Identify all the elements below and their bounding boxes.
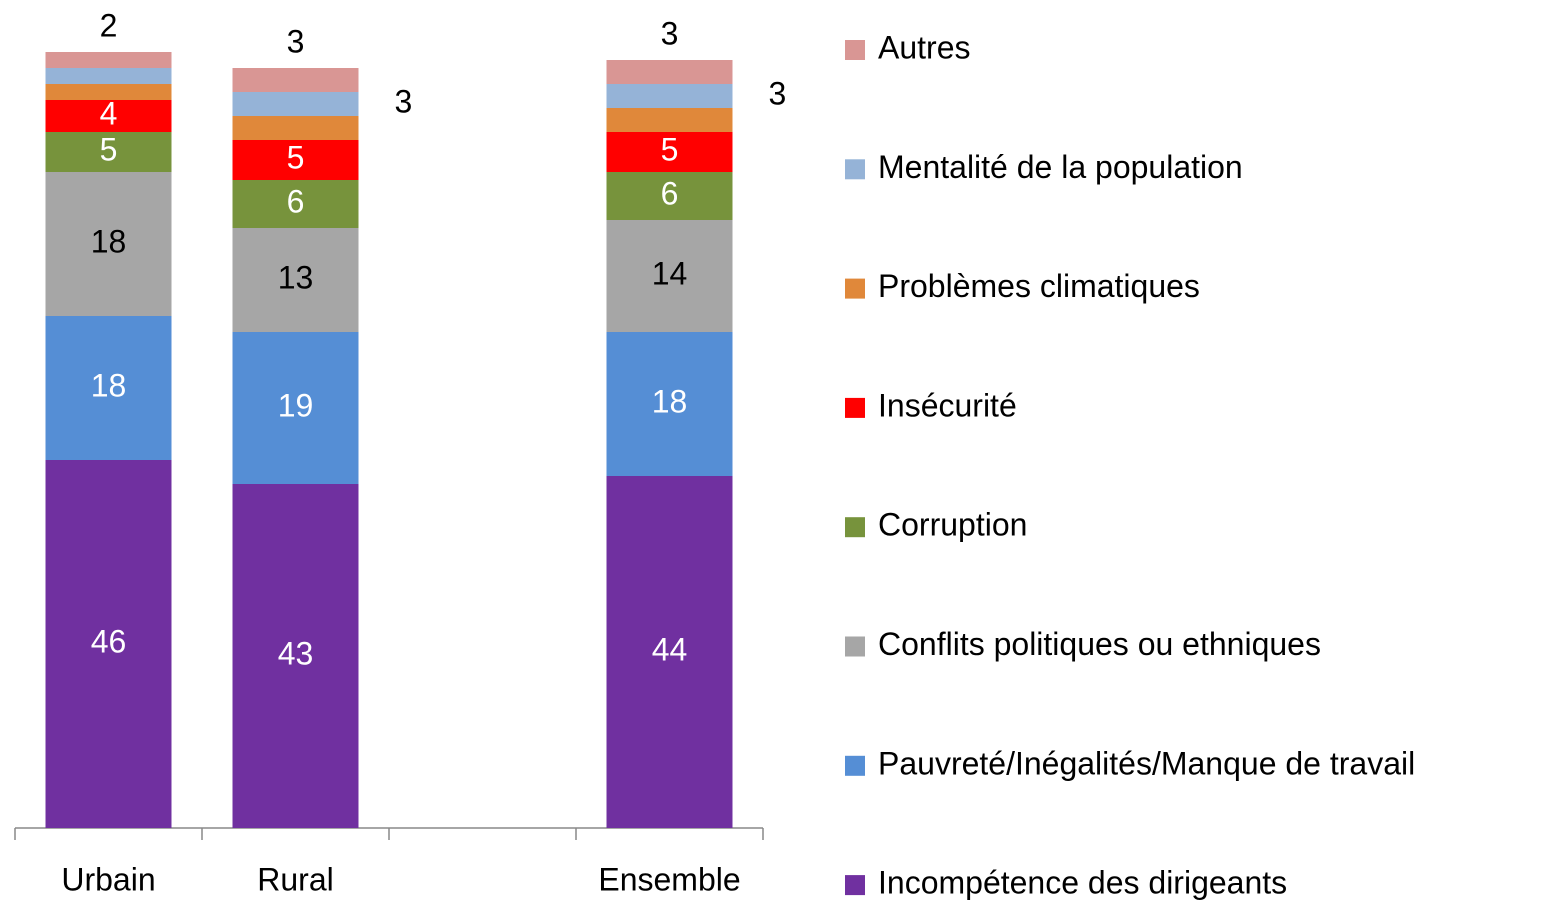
data-label: 3 <box>287 23 305 59</box>
legend-swatch <box>845 397 865 418</box>
legend-label: Pauvreté/Inégalités/Manque de travail <box>878 745 1415 781</box>
bar-segment <box>232 228 359 332</box>
bar-segment <box>45 52 172 68</box>
bar-segment <box>232 68 359 92</box>
bar-segment <box>232 332 359 484</box>
legend-label: Insécurité <box>878 387 1017 423</box>
bar-segment <box>606 132 733 172</box>
bar-segment <box>45 100 172 132</box>
data-label: 5 <box>287 139 305 175</box>
legend-swatch <box>845 636 865 657</box>
legend-swatch <box>845 278 865 299</box>
data-label: 5 <box>661 131 679 167</box>
legend-label: Autres <box>878 29 970 65</box>
bar-segment <box>232 140 359 180</box>
bar-segment <box>232 180 359 228</box>
legend-swatch <box>845 755 865 776</box>
data-label: 2 <box>100 7 118 43</box>
data-label: 18 <box>91 367 127 403</box>
legend-label: Conflits politiques ou ethniques <box>878 626 1321 662</box>
data-label: 19 <box>278 387 314 423</box>
bar-segment <box>232 116 359 140</box>
bar-segment <box>606 108 733 132</box>
legend-swatch <box>845 159 865 180</box>
data-label: 46 <box>91 623 127 659</box>
data-label: 3 <box>661 15 679 51</box>
bar-segment <box>45 68 172 84</box>
bar-segment <box>606 60 733 84</box>
bar-segment <box>606 84 733 108</box>
x-tick-label: Ensemble <box>598 861 740 897</box>
bar-segment <box>45 172 172 316</box>
data-label: 44 <box>652 631 688 667</box>
bar-segment <box>45 460 172 828</box>
data-label: 4 <box>100 95 118 131</box>
data-label: 6 <box>287 183 305 219</box>
data-label: 18 <box>652 383 688 419</box>
data-label: 43 <box>278 635 314 671</box>
data-label: 5 <box>100 131 118 167</box>
bar-segment <box>45 132 172 172</box>
data-label: 14 <box>652 255 688 291</box>
bar-segment <box>45 316 172 460</box>
bar-segment <box>606 476 733 828</box>
legend-label: Corruption <box>878 507 1027 543</box>
bar-segment <box>232 484 359 828</box>
bar-segment <box>606 172 733 220</box>
data-label: 3 <box>769 75 787 111</box>
legend-swatch <box>845 517 865 538</box>
data-label: 3 <box>395 83 413 119</box>
data-label: 6 <box>661 175 679 211</box>
legend-label: Incompétence des dirigeants <box>878 865 1287 901</box>
bar-segment <box>606 332 733 476</box>
x-tick-label: Urbain <box>61 861 155 897</box>
legend-label: Mentalité de la population <box>878 149 1243 185</box>
bar-segment <box>232 92 359 116</box>
x-tick-label: Rural <box>257 861 333 897</box>
legend-label: Problèmes climatiques <box>878 268 1200 304</box>
legend-swatch <box>845 40 865 60</box>
legend-swatch <box>845 875 865 896</box>
bar-segment <box>45 84 172 100</box>
data-label: 13 <box>278 259 314 295</box>
bar-segment <box>606 220 733 332</box>
data-label: 18 <box>91 223 127 259</box>
